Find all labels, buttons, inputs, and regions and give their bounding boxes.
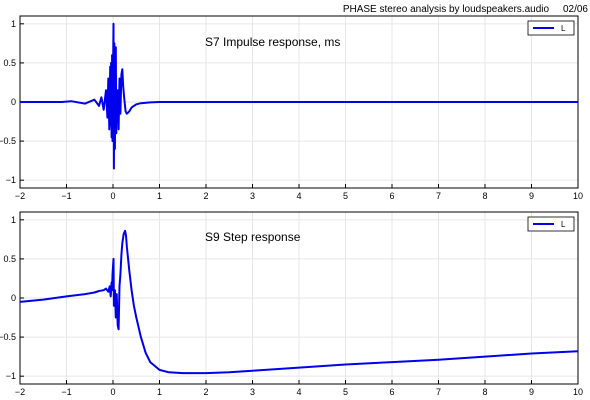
report-header-text: PHASE stereo analysis by loudspeakers.au… [343,4,588,15]
chart-title: S7 Impulse response, ms [205,35,340,49]
x-tick-label: −1 [61,191,71,201]
y-tick-label: 0 [11,97,16,107]
x-tick-label: 2 [203,387,208,397]
legend-label: L [561,220,566,229]
x-tick-label: 0 [110,191,115,201]
x-tick-label: 5 [343,191,348,201]
x-tick-label: 0 [110,387,115,397]
impulse-response-chart: −2 −1 0 1 2 3 4 5 6 7 8 9 10 −1 −0.5 0 0.5 1 S7 Impulse re… [0,15,583,201]
x-tick-label: 3 [250,191,255,201]
y-tick-label: −1 [6,371,16,381]
x-tick-label: 1 [157,191,162,201]
series-line-L [20,22,578,170]
y-tick-label: 0.5 [3,58,16,68]
x-tick-label: −2 [15,387,25,397]
x-tick-label: 7 [436,387,441,397]
legend-label: L [561,24,566,33]
x-tick-label: 7 [436,191,441,201]
x-tick-label: 9 [529,387,534,397]
series-line-L [19,229,579,375]
x-tick-label: 5 [343,387,348,397]
x-tick-label: 3 [250,387,255,397]
x-tick-label: 10 [573,191,583,201]
x-tick-label: 10 [573,387,583,397]
x-tick-label: 6 [389,191,394,201]
y-tick-label: 1 [11,19,16,29]
chart-title: S9 Step response [205,230,301,244]
x-tick-label: 2 [203,191,208,201]
x-tick-label: 9 [529,191,534,201]
x-tick-label: −1 [61,387,71,397]
x-tick-label: 4 [296,191,301,201]
x-tick-label: −2 [15,191,25,201]
x-tick-label: 8 [482,387,487,397]
y-tick-label: −0.5 [0,332,16,342]
report-title: PHASE stereo analysis by loudspeakers.au… [342,4,550,15]
y-tick-label: 0.5 [3,254,16,264]
y-tick-label: 1 [11,215,16,225]
x-tick-label: 6 [389,387,394,397]
y-tick-label: −1 [6,175,16,185]
report-header: PHASE stereo analysis by loudspeakers.au… [0,0,590,16]
step-response-chart: −2 −1 0 1 2 3 4 5 6 7 8 9 10 −1 −0.5 0 0.5 1 S9 Step respo… [0,211,583,397]
x-tick-label: 8 [482,191,487,201]
x-tick-label: 1 [157,387,162,397]
x-tick-label: 4 [296,387,301,397]
report-date: 02/06 [562,4,588,15]
y-tick-label: 0 [11,293,16,303]
y-tick-label: −0.5 [0,136,16,146]
